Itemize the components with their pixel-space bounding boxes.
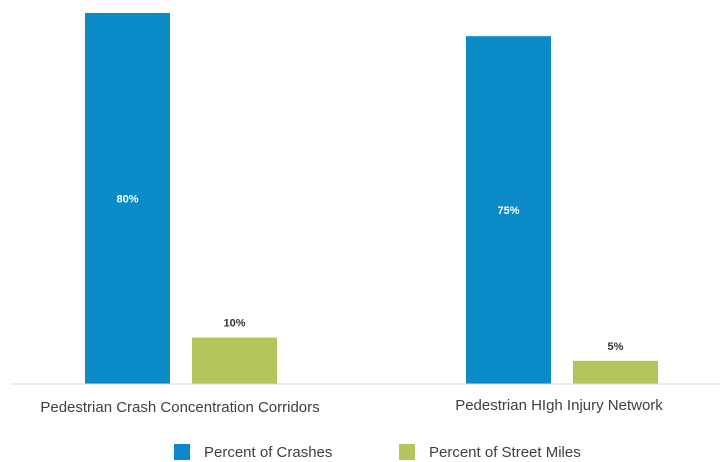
category-label-crash-corridors: Pedestrian Crash Concentration Corridors bbox=[40, 399, 319, 416]
legend-label-crashes: Percent of Crashes bbox=[204, 444, 332, 461]
value-label-street-miles-high-injury-network: 5% bbox=[608, 341, 624, 353]
category-label-high-injury-network: Pedestrian HIgh Injury Network bbox=[455, 397, 663, 414]
bar-crashes-crash-corridors bbox=[85, 13, 170, 384]
legend: Percent of Crashes Percent of Street Mil… bbox=[174, 444, 581, 461]
bar-street-miles-high-injury-network bbox=[573, 360, 658, 384]
legend-label-street-miles: Percent of Street Miles bbox=[429, 444, 581, 461]
legend-swatch-street-miles bbox=[399, 444, 415, 460]
bars-layer bbox=[85, 13, 658, 384]
value-label-street-miles-crash-corridors: 10% bbox=[223, 318, 245, 330]
value-label-crashes-high-injury-network: 75% bbox=[497, 205, 519, 217]
value-label-crashes-crash-corridors: 80% bbox=[116, 194, 138, 206]
legend-swatch-crashes bbox=[174, 444, 190, 460]
bar-street-miles-crash-corridors bbox=[192, 337, 277, 384]
bar-crashes-high-injury-network bbox=[466, 36, 551, 384]
category-labels: Pedestrian Crash Concentration Corridors… bbox=[40, 397, 663, 416]
value-labels-layer: 80% 75% 10% 5% bbox=[116, 194, 623, 353]
